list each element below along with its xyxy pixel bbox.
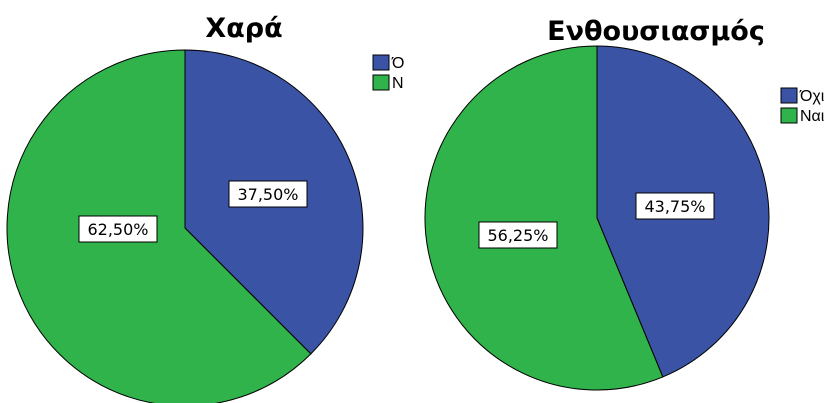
legend-swatch (373, 55, 389, 70)
data-label: 37,50% (237, 185, 298, 204)
legend: ΌN (373, 55, 404, 92)
legend-swatch (373, 75, 389, 90)
legend-swatch (781, 108, 797, 123)
data-label: 62,50% (87, 220, 148, 239)
pie-chart-1: Χαρά 37,50% 62,50% ΌN (7, 13, 404, 403)
chart-title: Χαρά (205, 13, 282, 44)
legend-swatch (781, 88, 797, 103)
pie-chart-2: Ενθουσιασμός 43,75% 56,25% Όχι Ναι (425, 16, 825, 390)
chart-title: Ενθουσιασμός (547, 16, 765, 47)
data-label: 56,25% (487, 226, 548, 245)
legend-label: N (392, 75, 404, 92)
legend-label: Ό (391, 55, 404, 72)
legend-label: Ναι (800, 108, 825, 125)
legend-label: Όχι (799, 88, 825, 105)
legend: Όχι Ναι (781, 88, 825, 125)
data-label: 43,75% (644, 197, 705, 216)
